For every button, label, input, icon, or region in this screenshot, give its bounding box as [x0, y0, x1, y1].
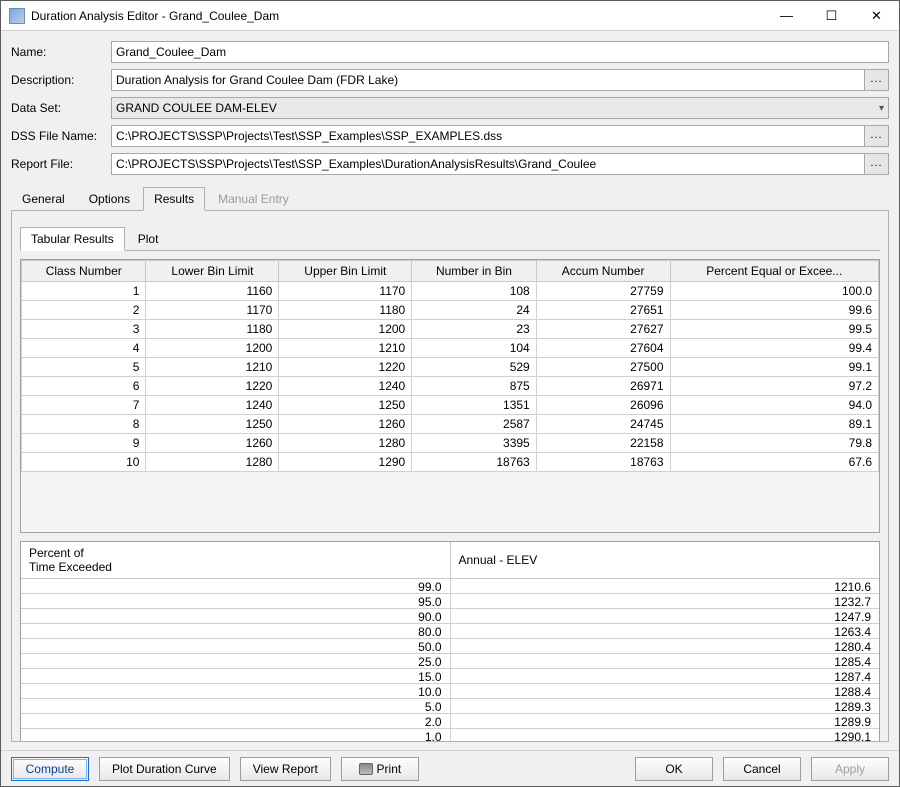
table-row[interactable]: 5121012205292750099.1: [22, 358, 879, 377]
dataset-value: GRAND COULEE DAM-ELEV: [116, 101, 277, 115]
table-row[interactable]: 5.01289.3: [21, 699, 879, 714]
table-row[interactable]: 1012801290187631876367.6: [22, 453, 879, 472]
table-row[interactable]: 2.01289.9: [21, 714, 879, 729]
dss-browse-button[interactable]: ...: [865, 125, 889, 147]
window-buttons: — ☐ ✕: [764, 1, 899, 30]
sub-tabs: Tabular ResultsPlot: [20, 227, 880, 251]
column-header[interactable]: Percent Equal or Excee...: [670, 261, 878, 282]
description-input[interactable]: [111, 69, 865, 91]
window-title: Duration Analysis Editor - Grand_Coulee_…: [31, 9, 764, 23]
ok-button[interactable]: OK: [635, 757, 713, 781]
table-row[interactable]: 99.01210.6: [21, 579, 879, 594]
table-row[interactable]: 15.01287.4: [21, 669, 879, 684]
view-report-button[interactable]: View Report: [240, 757, 331, 781]
name-label: Name:: [11, 45, 111, 59]
dss-label: DSS File Name:: [11, 129, 111, 143]
name-input[interactable]: [111, 41, 889, 63]
percent-header: Percent of Time Exceeded: [21, 542, 451, 579]
column-header[interactable]: Class Number: [22, 261, 146, 282]
column-header[interactable]: Lower Bin Limit: [146, 261, 279, 282]
table-row[interactable]: 71240125013512609694.0: [22, 396, 879, 415]
titlebar[interactable]: Duration Analysis Editor - Grand_Coulee_…: [1, 1, 899, 31]
plot-duration-curve-button[interactable]: Plot Duration Curve: [99, 757, 230, 781]
main-tabs: GeneralOptionsResultsManual Entry: [11, 187, 889, 211]
report-input[interactable]: [111, 153, 865, 175]
apply-button[interactable]: Apply: [811, 757, 889, 781]
column-header[interactable]: Number in Bin: [412, 261, 536, 282]
grid-padding: [21, 472, 879, 532]
dataset-select[interactable]: GRAND COULEE DAM-ELEV ▾: [111, 97, 889, 119]
table-row[interactable]: 11160117010827759100.0: [22, 282, 879, 301]
tab-general[interactable]: General: [11, 187, 76, 211]
chevron-down-icon: ▾: [879, 103, 884, 114]
report-browse-button[interactable]: ...: [865, 153, 889, 175]
table-row[interactable]: 10.01288.4: [21, 684, 879, 699]
maximize-button[interactable]: ☐: [809, 1, 854, 30]
bin-table: Class NumberLower Bin LimitUpper Bin Lim…: [21, 260, 879, 472]
subtab-plot[interactable]: Plot: [127, 227, 170, 251]
subtab-tabular-results[interactable]: Tabular Results: [20, 227, 125, 251]
minimize-button[interactable]: —: [764, 1, 809, 30]
cancel-button[interactable]: Cancel: [723, 757, 801, 781]
description-browse-button[interactable]: ...: [865, 69, 889, 91]
description-label: Description:: [11, 73, 111, 87]
annual-elev-header: Annual - ELEV: [451, 542, 880, 579]
print-icon: [359, 763, 373, 775]
table-row[interactable]: 311801200232762799.5: [22, 320, 879, 339]
table-row[interactable]: 95.01232.7: [21, 594, 879, 609]
table-row[interactable]: 1.01290.1: [21, 729, 879, 742]
table-row[interactable]: 80.01263.4: [21, 624, 879, 639]
print-button[interactable]: Print: [341, 757, 419, 781]
table-row[interactable]: 81250126025872474589.1: [22, 415, 879, 434]
app-icon: [9, 8, 25, 24]
table-row[interactable]: 4120012101042760499.4: [22, 339, 879, 358]
dataset-label: Data Set:: [11, 101, 111, 115]
results-panel: Tabular ResultsPlot Class NumberLower Bi…: [11, 211, 889, 742]
window: Duration Analysis Editor - Grand_Coulee_…: [0, 0, 900, 787]
upper-grid: Class NumberLower Bin LimitUpper Bin Lim…: [20, 259, 880, 533]
table-row[interactable]: 91260128033952215879.8: [22, 434, 879, 453]
column-header[interactable]: Accum Number: [536, 261, 670, 282]
table-row[interactable]: 25.01285.4: [21, 654, 879, 669]
client-area: Name: Description: ... Data Set: GRAND C…: [1, 31, 899, 750]
close-button[interactable]: ✕: [854, 1, 899, 30]
tab-options[interactable]: Options: [78, 187, 141, 211]
table-row[interactable]: 6122012408752697197.2: [22, 377, 879, 396]
lower-grid: Percent of Time Exceeded Annual - ELEV 9…: [20, 541, 880, 742]
table-row[interactable]: 90.01247.9: [21, 609, 879, 624]
button-bar: Compute Plot Duration Curve View Report …: [1, 750, 899, 786]
table-row[interactable]: 211701180242765199.6: [22, 301, 879, 320]
table-row[interactable]: 50.01280.4: [21, 639, 879, 654]
tab-manual-entry[interactable]: Manual Entry: [207, 187, 300, 211]
tab-results[interactable]: Results: [143, 187, 205, 211]
column-header[interactable]: Upper Bin Limit: [279, 261, 412, 282]
dss-input[interactable]: [111, 125, 865, 147]
report-label: Report File:: [11, 157, 111, 171]
compute-button[interactable]: Compute: [11, 757, 89, 781]
